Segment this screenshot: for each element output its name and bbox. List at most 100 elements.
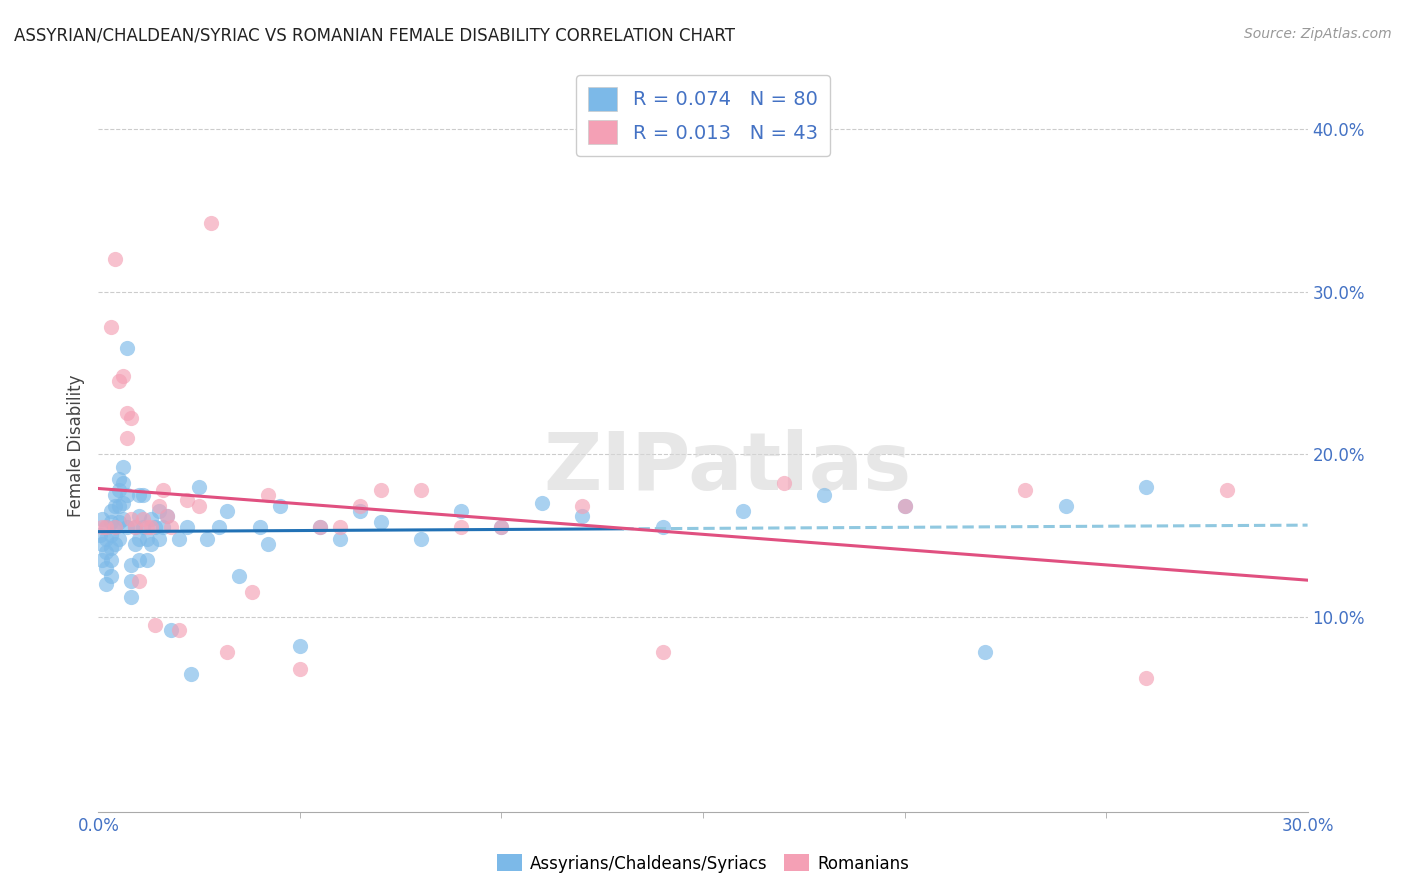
- Point: [115, 431, 138, 445]
- Point: [100, 516, 122, 530]
- Point: [107, 532, 129, 546]
- Point: [329, 532, 352, 546]
- Point: [409, 483, 432, 497]
- Point: [156, 508, 179, 523]
- Point: [128, 574, 150, 588]
- Point: [124, 520, 146, 534]
- Point: [208, 520, 231, 534]
- Point: [96, 577, 118, 591]
- Legend: R = 0.074   N = 80, R = 0.013   N = 43: R = 0.074 N = 80, R = 0.013 N = 43: [576, 75, 830, 156]
- Point: [111, 369, 134, 384]
- Point: [167, 623, 190, 637]
- Point: [100, 320, 122, 334]
- Point: [143, 520, 166, 534]
- Point: [329, 520, 352, 534]
- Point: [409, 532, 432, 546]
- Point: [148, 499, 170, 513]
- Point: [91, 536, 114, 550]
- Point: [128, 532, 150, 546]
- Point: [1216, 483, 1239, 497]
- Point: [128, 508, 150, 523]
- Point: [91, 512, 114, 526]
- Point: [269, 499, 291, 513]
- Point: [571, 508, 593, 523]
- Point: [96, 561, 118, 575]
- Point: [167, 532, 190, 546]
- Point: [91, 553, 114, 567]
- Point: [107, 374, 129, 388]
- Point: [651, 520, 673, 534]
- Point: [148, 532, 170, 546]
- Point: [120, 574, 142, 588]
- Point: [128, 488, 150, 502]
- Point: [733, 504, 755, 518]
- Point: [288, 639, 311, 653]
- Point: [256, 536, 278, 550]
- Point: [195, 532, 218, 546]
- Point: [120, 512, 142, 526]
- Point: [200, 216, 222, 230]
- Point: [772, 476, 794, 491]
- Point: [160, 623, 183, 637]
- Text: ASSYRIAN/CHALDEAN/SYRIAC VS ROMANIAN FEMALE DISABILITY CORRELATION CHART: ASSYRIAN/CHALDEAN/SYRIAC VS ROMANIAN FEM…: [14, 27, 735, 45]
- Point: [139, 536, 162, 550]
- Point: [132, 488, 155, 502]
- Point: [103, 520, 125, 534]
- Point: [309, 520, 332, 534]
- Point: [111, 476, 134, 491]
- Point: [100, 528, 122, 542]
- Point: [240, 585, 263, 599]
- Point: [256, 488, 278, 502]
- Point: [120, 411, 142, 425]
- Point: [148, 504, 170, 518]
- Point: [135, 520, 157, 534]
- Y-axis label: Female Disability: Female Disability: [66, 375, 84, 517]
- Point: [115, 407, 138, 421]
- Point: [217, 504, 239, 518]
- Point: [100, 541, 122, 556]
- Point: [450, 520, 472, 534]
- Point: [813, 488, 835, 502]
- Point: [100, 504, 122, 518]
- Point: [124, 536, 146, 550]
- Point: [160, 520, 183, 534]
- Point: [96, 532, 118, 546]
- Point: [115, 520, 138, 534]
- Point: [491, 520, 513, 534]
- Point: [217, 645, 239, 659]
- Point: [111, 460, 134, 475]
- Point: [96, 520, 118, 534]
- Point: [143, 617, 166, 632]
- Point: [107, 471, 129, 485]
- Point: [450, 504, 472, 518]
- Point: [530, 496, 553, 510]
- Point: [120, 558, 142, 572]
- Point: [135, 553, 157, 567]
- Point: [91, 520, 114, 534]
- Point: [1014, 483, 1036, 497]
- Point: [103, 499, 125, 513]
- Point: [152, 483, 174, 497]
- Point: [309, 520, 332, 534]
- Point: [96, 520, 118, 534]
- Point: [349, 504, 371, 518]
- Point: [288, 662, 311, 676]
- Point: [228, 569, 250, 583]
- Point: [651, 645, 673, 659]
- Point: [111, 512, 134, 526]
- Point: [111, 496, 134, 510]
- Point: [893, 499, 915, 513]
- Point: [135, 532, 157, 546]
- Point: [180, 666, 202, 681]
- Point: [1054, 499, 1077, 513]
- Point: [124, 520, 146, 534]
- Point: [103, 536, 125, 550]
- Point: [107, 483, 129, 497]
- Point: [89, 528, 111, 542]
- Point: [370, 483, 392, 497]
- Point: [96, 544, 118, 558]
- Point: [1135, 480, 1157, 494]
- Point: [188, 480, 211, 494]
- Point: [1135, 672, 1157, 686]
- Point: [156, 508, 179, 523]
